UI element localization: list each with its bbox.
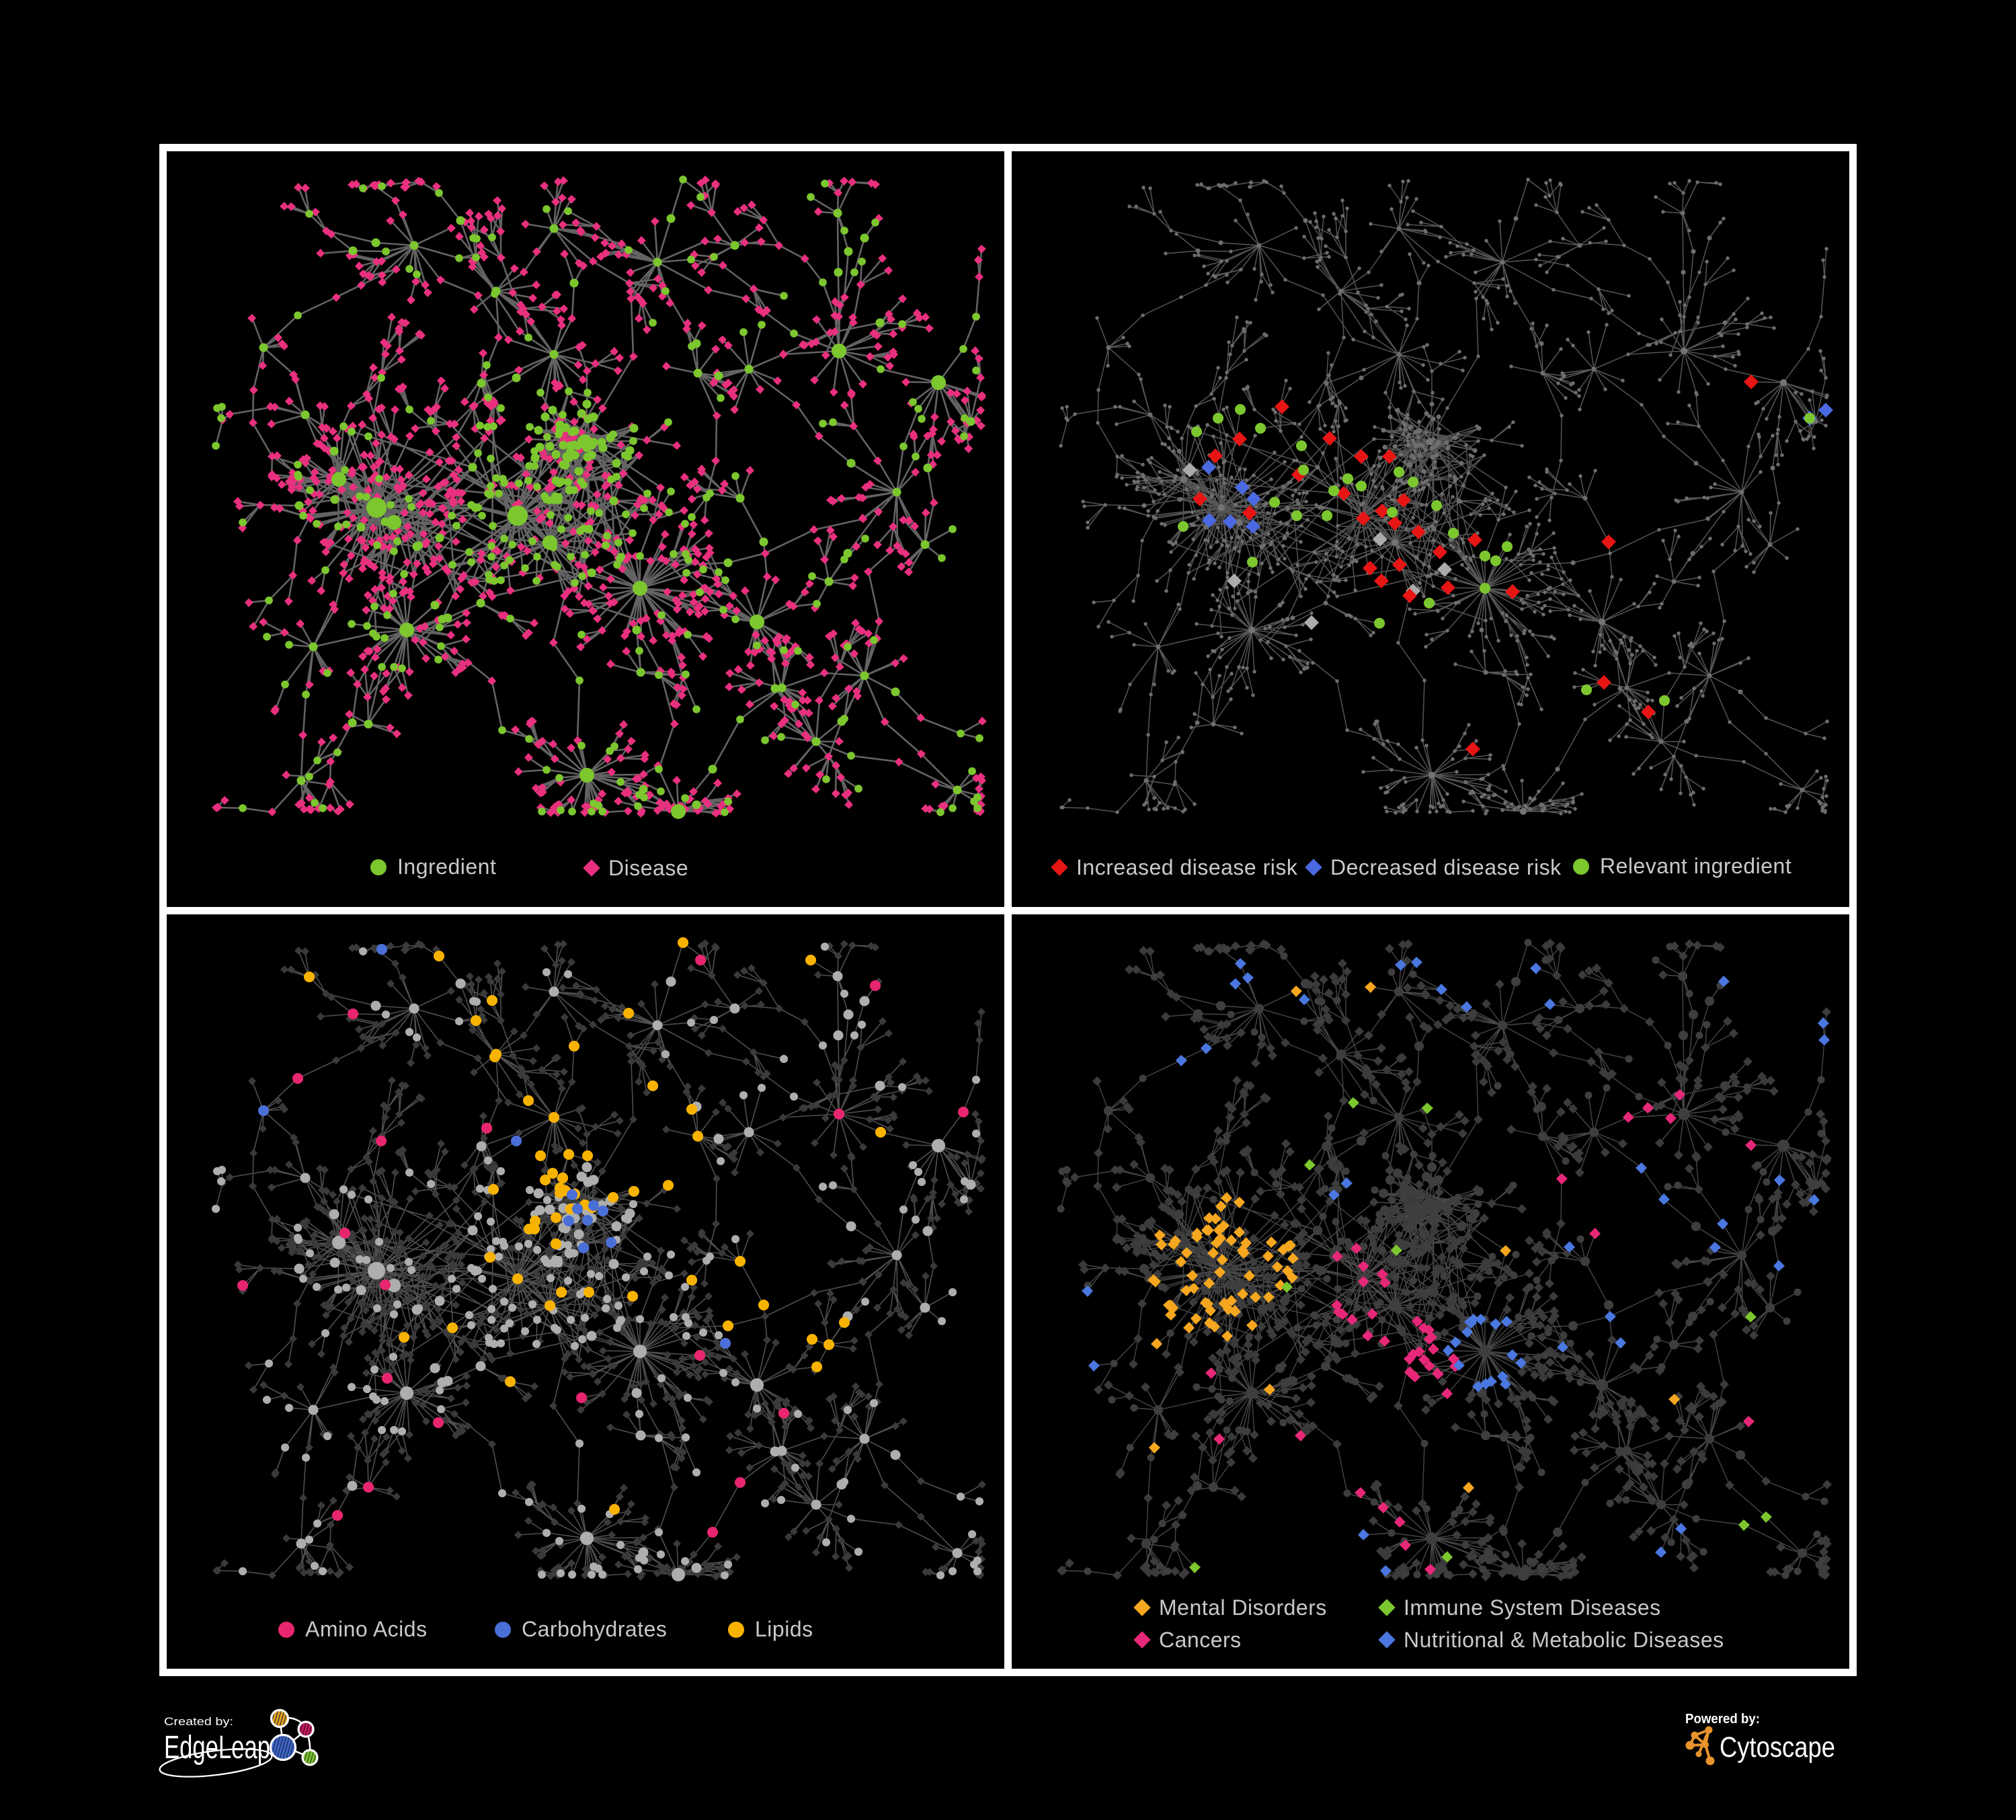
svg-text:Cytoscape: Cytoscape xyxy=(1720,1732,1835,1764)
svg-text:EdgeLeap: EdgeLeap xyxy=(164,1730,270,1766)
svg-text:Created by:: Created by: xyxy=(164,1715,233,1728)
svg-text:Powered by:: Powered by: xyxy=(1685,1711,1760,1727)
